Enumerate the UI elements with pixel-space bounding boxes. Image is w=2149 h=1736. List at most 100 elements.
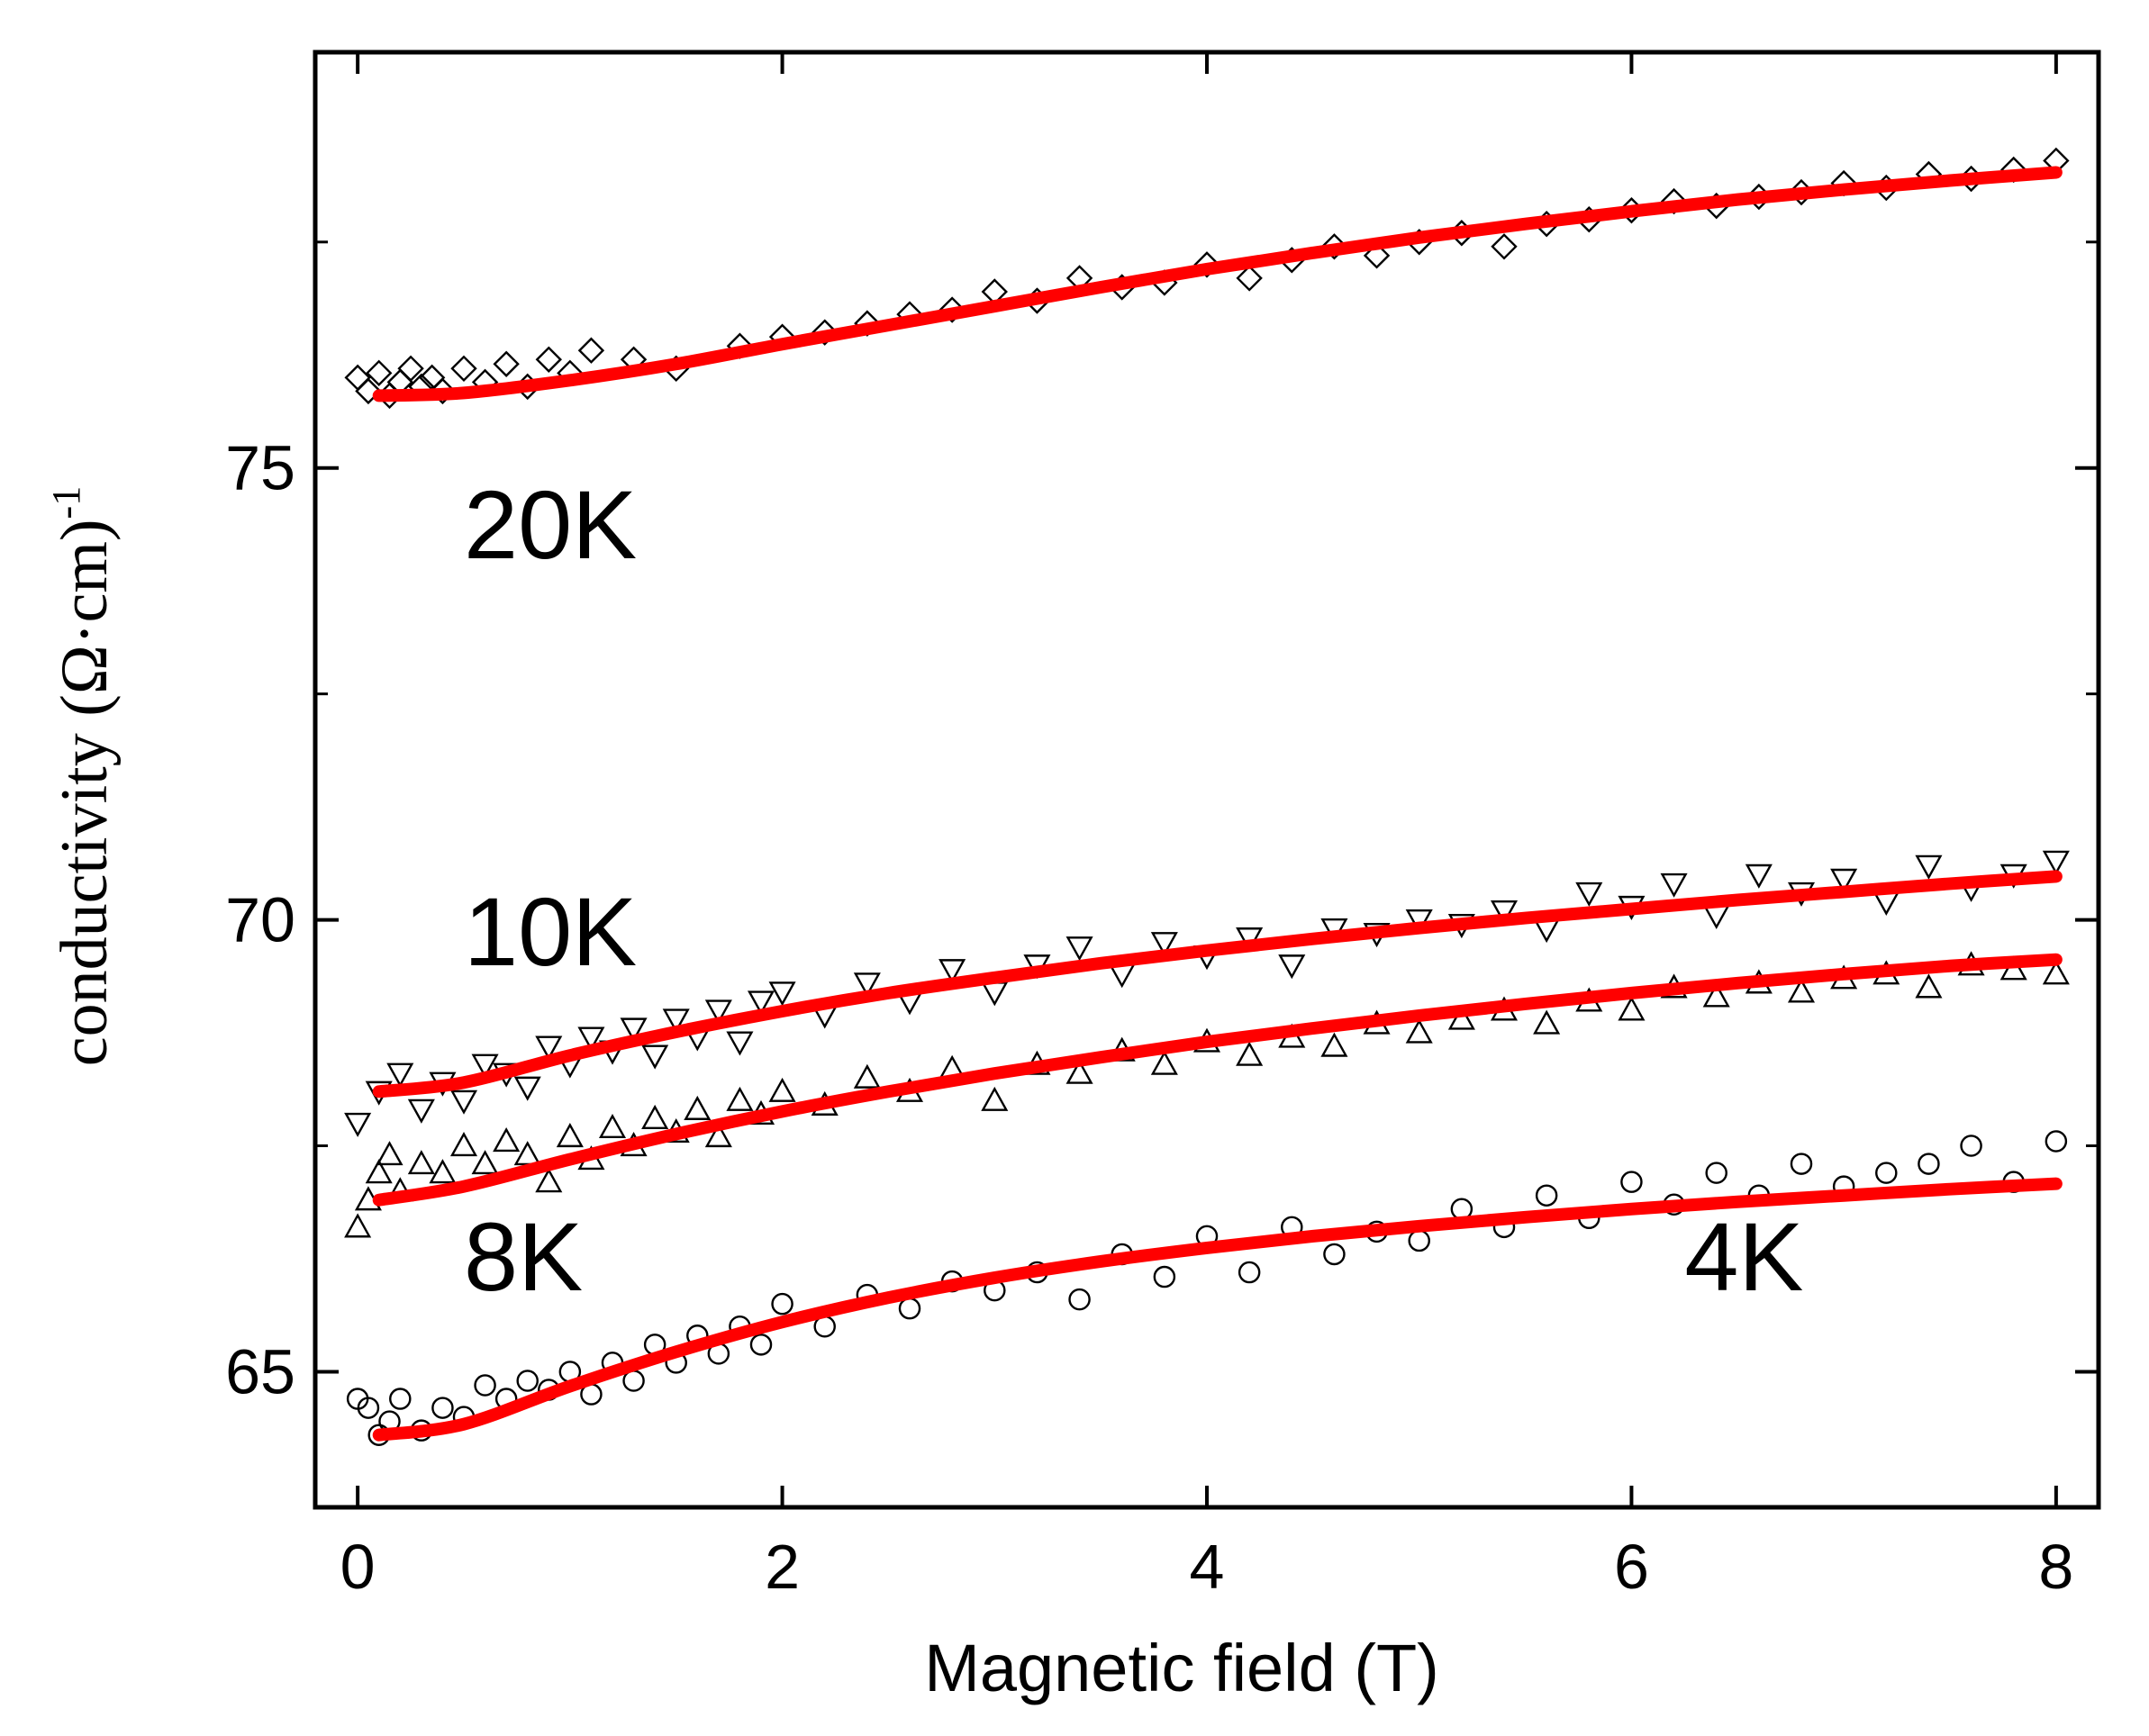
data-point-20k — [450, 355, 477, 383]
y-tick-label: 70 — [225, 885, 295, 955]
series-layer — [344, 147, 2070, 1446]
data-point-4k — [1323, 1243, 1346, 1266]
x-tick-label: 8 — [2038, 1532, 2073, 1602]
data-point-8k — [684, 1095, 712, 1120]
data-point-10k — [535, 1035, 563, 1061]
data-point-4k — [389, 1388, 412, 1410]
data-point-4k — [2045, 1130, 2068, 1153]
data-point-10k — [1872, 891, 1900, 916]
x-tick-label: 6 — [1614, 1532, 1649, 1602]
data-point-10k — [1702, 904, 1730, 930]
data-point-20k — [429, 377, 457, 405]
data-point-10k — [1915, 854, 1943, 880]
data-point-20k — [1660, 187, 1688, 215]
data-point-10k — [1278, 954, 1306, 980]
data-point-8k — [376, 1141, 404, 1166]
data-point-10k — [1065, 936, 1093, 962]
data-point-10k — [938, 959, 966, 984]
data-point-8k — [1447, 1005, 1475, 1030]
data-point-20k — [577, 337, 605, 364]
data-point-20k — [1491, 233, 1518, 260]
data-point-20k — [366, 359, 393, 387]
data-point-4k — [474, 1374, 496, 1397]
data-point-8k — [1150, 1050, 1178, 1075]
data-point-20k — [812, 319, 839, 346]
fit-line-8k — [372, 953, 2063, 1207]
data-point-10k — [2042, 850, 2070, 875]
label-20k: 20K — [464, 470, 637, 579]
data-point-4k — [1153, 1265, 1176, 1288]
data-point-8k — [981, 1086, 1009, 1111]
data-point-8k — [704, 1123, 732, 1148]
data-point-8k — [344, 1213, 372, 1238]
data-point-8k — [1618, 996, 1646, 1021]
data-point-8k — [1236, 1041, 1264, 1066]
data-point-8k — [641, 1104, 669, 1129]
data-point-8k — [768, 1077, 796, 1102]
data-point-10k — [449, 1090, 478, 1115]
data-point-8k — [853, 1063, 881, 1089]
data-point-4k — [898, 1297, 921, 1320]
x-axis-title: Magnetic field (T) — [924, 1631, 1439, 1705]
data-point-8k — [1405, 1018, 1433, 1044]
data-point-20k — [1236, 265, 1263, 292]
series-8k — [344, 951, 2070, 1238]
data-point-4k — [1960, 1135, 1982, 1157]
data-point-10k — [1660, 873, 1688, 898]
label-10k: 10K — [464, 877, 637, 986]
data-point-8k — [493, 1127, 521, 1153]
data-point-8k — [449, 1132, 478, 1157]
data-point-20k — [938, 296, 966, 323]
y-axis-title: conductivity (Ω·cm)-1 — [44, 486, 122, 1066]
data-point-8k — [2042, 960, 2070, 985]
data-point-8k — [1320, 1032, 1348, 1057]
data-point-10k — [1405, 909, 1433, 935]
data-point-10k — [620, 1017, 648, 1043]
x-tick-label: 0 — [340, 1532, 376, 1602]
data-point-4k — [1875, 1162, 1898, 1184]
data-point-10k — [1150, 932, 1178, 957]
x-tick-label: 2 — [765, 1532, 800, 1602]
data-point-10k — [768, 981, 796, 1007]
x-axis-ticks: 0 2 4 6 8 — [340, 52, 2073, 1602]
data-point-4k — [1790, 1153, 1813, 1175]
data-point-8k — [1915, 973, 1943, 999]
data-point-8k — [556, 1123, 584, 1148]
data-point-8k — [1533, 1009, 1561, 1035]
data-point-10k — [1490, 900, 1519, 926]
data-point-10k — [853, 972, 881, 998]
series-4k — [346, 1130, 2068, 1446]
data-point-10k — [726, 1031, 754, 1056]
data-point-10k — [662, 1008, 690, 1034]
data-point-10k — [471, 1053, 499, 1079]
data-point-8k — [1065, 1059, 1093, 1084]
data-point-4k — [516, 1370, 539, 1392]
data-point-4k — [1918, 1153, 1940, 1175]
data-point-8k — [407, 1150, 435, 1175]
data-point-8k — [726, 1086, 754, 1111]
y-tick-label: 75 — [225, 433, 295, 503]
data-point-4k — [357, 1397, 380, 1419]
data-point-10k — [407, 1099, 435, 1124]
label-8k: 8K — [464, 1202, 583, 1311]
data-point-10k — [344, 1112, 372, 1137]
data-point-10k — [704, 999, 732, 1025]
y-axis-title-exponent: -1 — [44, 486, 88, 520]
data-point-4k — [749, 1334, 773, 1356]
data-point-4k — [1620, 1171, 1643, 1193]
data-point-4k — [771, 1292, 793, 1316]
data-point-8k — [429, 1159, 457, 1184]
data-point-20k — [535, 346, 562, 373]
data-point-8k — [1702, 982, 1730, 1008]
y-tick-label: 65 — [225, 1336, 295, 1406]
data-point-8k — [535, 1168, 563, 1193]
data-point-10k — [747, 990, 775, 1016]
x-tick-label: 4 — [1190, 1532, 1225, 1602]
data-point-10k — [513, 1076, 541, 1101]
data-point-4k — [1238, 1261, 1261, 1284]
annotation-layer: 20K 10K 8K 4K — [464, 470, 1803, 1311]
data-point-10k — [577, 1026, 605, 1052]
data-point-20k — [397, 355, 424, 383]
data-point-20k — [1193, 251, 1220, 278]
